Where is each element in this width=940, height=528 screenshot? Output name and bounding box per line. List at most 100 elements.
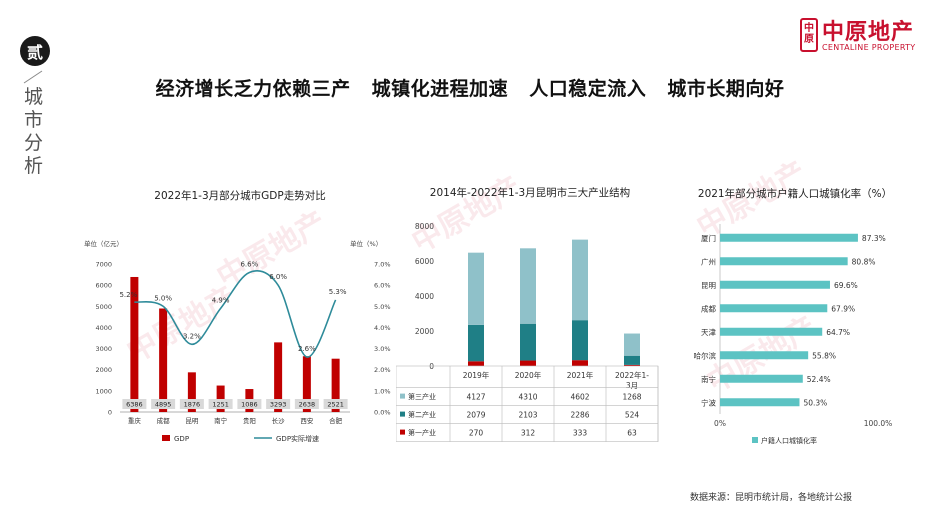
table-cell-value: 4127 [466, 393, 485, 402]
gdp-comparison-chart: 单位（亿元） 单位（%） 0 1000 2000 3000 4000 5000 6000 7000… [84, 239, 391, 443]
stacked-bar-segment [468, 252, 484, 325]
stacked-bar-segment [572, 320, 588, 361]
growth-data-label: 6.6% [240, 260, 258, 268]
urbanization-bar [720, 327, 823, 336]
stacked-bar-segment [520, 360, 536, 366]
legend-growth-label: GDP实际增速 [276, 434, 319, 443]
growth-data-label: 3.2% [183, 332, 201, 340]
y-tick-label: 2000 [415, 327, 434, 336]
stacked-bar-segment [468, 324, 484, 362]
bar-value-label: 67.9% [831, 304, 855, 313]
legend-swatch [400, 393, 405, 399]
y2-tick-label: 7.0% [374, 261, 391, 269]
y-tick-label: 3000 [95, 345, 112, 353]
gdp-bar [130, 276, 139, 412]
stacked-bar-segment [468, 361, 484, 366]
y-category-label: 广州 [701, 256, 716, 266]
logo-name: 中原地产 [822, 20, 915, 45]
y-tick-label: 6000 [95, 282, 112, 290]
table-cell-value: 312 [521, 429, 536, 438]
urbanization-bar [720, 233, 858, 242]
legend-swatch [752, 437, 758, 443]
x-category-label: 贵阳 [243, 416, 256, 425]
y-category-label: 厦门 [701, 234, 716, 243]
x-category-label: 2020年 [515, 370, 542, 380]
bar-value-label: 87.3% [862, 234, 886, 243]
y2-tick-label: 2.0% [374, 366, 391, 374]
legend-label: 第一产业 [408, 428, 436, 437]
legend-gdp-swatch [162, 435, 170, 441]
bar-label-box [294, 399, 319, 409]
stacked-bar-segment [572, 360, 588, 366]
y2-tick-label: 6.0% [374, 282, 391, 290]
stacked-bar-segment [624, 364, 640, 366]
y2-tick-label: 1.0% [374, 387, 391, 395]
bar-value-label: 69.6% [834, 281, 858, 290]
gdp-bar [274, 342, 283, 412]
bar-value-label: 64.7% [826, 328, 850, 337]
bar-value-label: 52.4% [807, 375, 831, 384]
gdp-bar [187, 372, 196, 412]
bar-label-box [122, 399, 147, 409]
legend-swatch [400, 411, 405, 417]
section-title: 城市分析 [24, 86, 44, 177]
stacked-bar-segment [520, 248, 536, 324]
table-cell-value: 2103 [518, 411, 537, 420]
x-category-label: 重庆 [128, 416, 142, 425]
urbanization-bar [720, 257, 848, 266]
growth-data-label: 5.3% [329, 288, 347, 296]
y-category-label: 天津 [701, 328, 716, 337]
gdp-growth-line [134, 270, 337, 358]
table-cell-value: 270 [469, 429, 484, 438]
stacked-bar-segment [624, 355, 640, 365]
x-tick-label: 0% [714, 419, 726, 428]
x-category-label: 2022年1- [615, 370, 649, 380]
logo-mark-icon: 中原 [800, 18, 818, 52]
x-category-label: 昆明 [185, 417, 199, 425]
legend-label: 第三产业 [408, 392, 436, 401]
legend-label: 第二产业 [408, 410, 436, 419]
y-tick-label: 5000 [95, 303, 112, 311]
bar-label-box [179, 399, 204, 409]
x-category-label: 西安 [300, 416, 314, 425]
company-logo: 中原 中原地产 CENTALINE PROPERTY [800, 14, 930, 56]
gdp-bar-value-label: 6386 [126, 401, 143, 409]
gdp-bar-value-label: 2638 [299, 401, 316, 409]
gdp-chart-title: 2022年1-3月部分城市GDP走势对比 [154, 190, 326, 202]
y2-tick-label: 4.0% [374, 324, 391, 332]
x-category-label: 3月 [626, 381, 638, 390]
y-tick-label: 1000 [95, 387, 112, 395]
y-tick-label: 4000 [415, 292, 434, 301]
y-category-label: 哈尔滨 [694, 350, 717, 360]
gdp-bar [159, 308, 168, 412]
y-tick-label: 0 [429, 362, 434, 371]
urbanization-bar [720, 351, 809, 360]
gdp-bar [331, 358, 340, 412]
table-cell-value: 1268 [622, 393, 641, 402]
y-category-label: 成都 [701, 303, 716, 313]
urbanization-rate-chart: 厦门 87.3% 广州 80.8% 昆明 69.6% 成都 67.9% 天津 64.7% 哈尔滨 55… [694, 224, 892, 445]
table-cell-value: 524 [625, 411, 640, 420]
logo-english-name: CENTALINE PROPERTY [822, 43, 916, 52]
stacked-bar-segment [624, 333, 640, 356]
urbanization-bar [720, 280, 830, 289]
bar-value-label: 80.8% [852, 257, 876, 266]
table-cell-value: 2286 [570, 411, 589, 420]
stacked-bar-segment [520, 323, 536, 361]
x-category-label: 南宁 [214, 416, 228, 425]
gdp-bar [216, 385, 225, 412]
bar-value-label: 50.3% [803, 398, 827, 407]
section-number-badge: 贰 [20, 36, 50, 66]
stacked-bar-segment [572, 239, 588, 321]
gdp-bar-value-label: 1876 [184, 401, 201, 409]
gdp-bar-value-label: 1086 [241, 401, 258, 409]
table-cell-value: 63 [627, 429, 637, 438]
gdp-bar-value-label: 4895 [155, 401, 172, 409]
growth-data-label: 4.9% [212, 296, 230, 304]
urbanization-chart-title: 2021年部分城市户籍人口城镇化率（%） [697, 188, 893, 200]
bar-label-box [237, 399, 262, 409]
gdp-bar-value-label: 3293 [270, 401, 287, 409]
y-axis-unit-label: 单位（亿元） [84, 239, 123, 248]
y2-tick-label: 3.0% [374, 345, 391, 353]
